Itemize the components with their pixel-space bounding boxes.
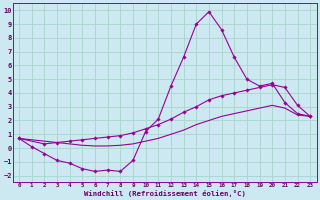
X-axis label: Windchill (Refroidissement éolien,°C): Windchill (Refroidissement éolien,°C) [84, 190, 245, 197]
